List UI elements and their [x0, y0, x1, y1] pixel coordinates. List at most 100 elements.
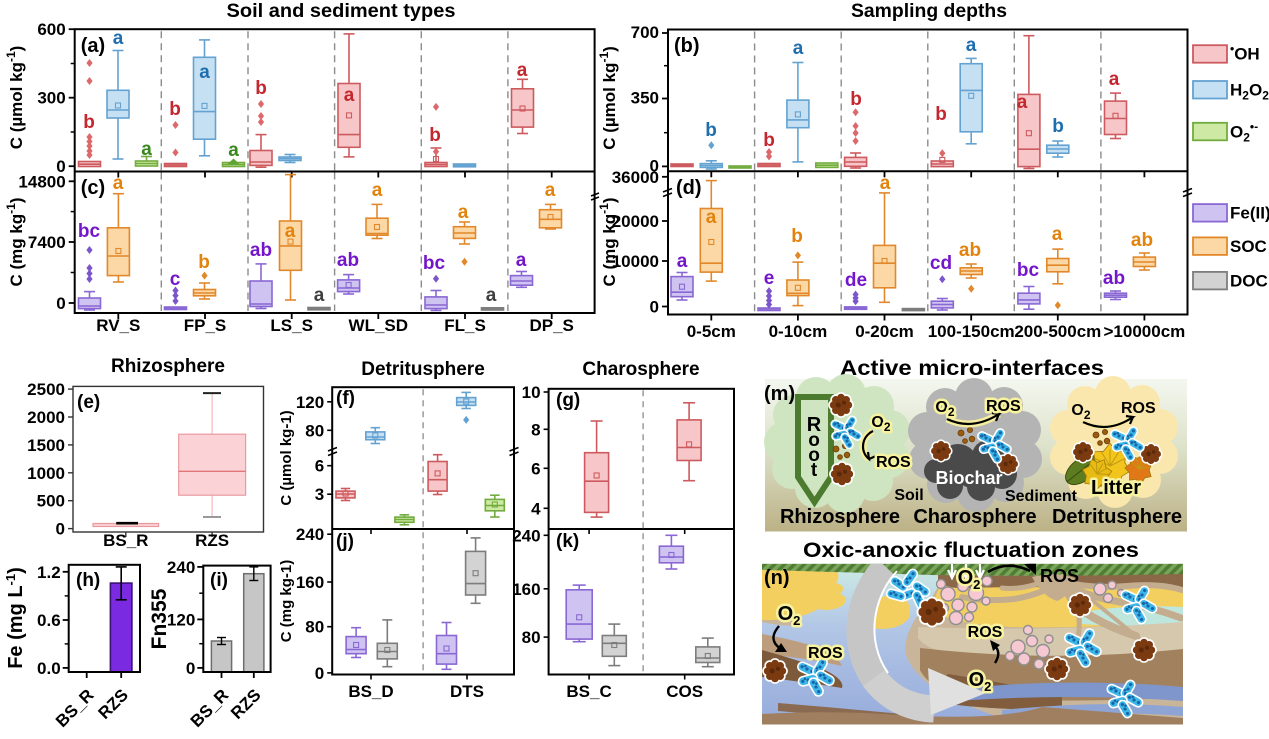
svg-text:a: a: [1109, 69, 1120, 90]
svg-text:240: 240: [512, 526, 540, 545]
svg-text:0-10cm: 0-10cm: [769, 322, 828, 341]
svg-text:10: 10: [522, 383, 541, 402]
svg-text:ROS: ROS: [876, 454, 911, 471]
svg-text:DTS: DTS: [450, 682, 484, 701]
svg-text:8: 8: [531, 420, 540, 439]
svg-text:Charosphere: Charosphere: [913, 506, 1036, 528]
svg-text:2500: 2500: [27, 380, 65, 399]
svg-text:0: 0: [186, 659, 195, 678]
svg-text:WL_SD: WL_SD: [349, 316, 409, 335]
svg-text:14800: 14800: [18, 172, 65, 191]
svg-text:b: b: [791, 226, 803, 247]
svg-text:a: a: [1052, 224, 1063, 245]
svg-text:de: de: [845, 270, 867, 291]
svg-text:b: b: [198, 252, 210, 273]
svg-text:Fn355: Fn355: [148, 588, 171, 649]
svg-text:(f): (f): [336, 388, 355, 409]
svg-text:Fe(II): Fe(II): [1230, 204, 1269, 223]
svg-text:bc: bc: [1017, 260, 1040, 281]
svg-text:R: R: [807, 414, 822, 436]
svg-text:700: 700: [631, 23, 659, 42]
svg-text:RZS: RZS: [195, 531, 229, 550]
svg-text:ROS: ROS: [968, 624, 1003, 641]
svg-text:c: c: [170, 269, 181, 290]
svg-text:b: b: [169, 99, 181, 120]
svg-text:b: b: [935, 104, 947, 125]
svg-text:(j): (j): [336, 531, 354, 552]
svg-text:Soil and sediment types: Soil and sediment types: [227, 1, 456, 22]
svg-text:Detritusphere: Detritusphere: [361, 359, 485, 380]
svg-text:e: e: [764, 268, 775, 289]
svg-text:10000: 10000: [612, 252, 659, 271]
svg-text:300: 300: [37, 89, 65, 108]
svg-text:a: a: [113, 173, 124, 194]
svg-text:Sampling depths: Sampling depths: [851, 1, 1007, 22]
svg-text:o: o: [808, 430, 820, 451]
svg-text:600: 600: [37, 20, 65, 39]
svg-text:a: a: [545, 180, 556, 201]
svg-text:ROS: ROS: [808, 645, 843, 662]
svg-text:t: t: [811, 460, 818, 481]
svg-text:BS_D: BS_D: [348, 682, 393, 701]
svg-text:SOC: SOC: [1230, 237, 1267, 256]
svg-text:COS: COS: [666, 682, 703, 701]
svg-text:(d): (d): [676, 177, 702, 199]
svg-text:•OH: •OH: [1230, 42, 1260, 64]
svg-text:(g): (g): [556, 390, 580, 411]
svg-text:(n): (n): [764, 567, 790, 589]
svg-text:Litter: Litter: [1091, 477, 1141, 499]
svg-text:0: 0: [315, 664, 324, 683]
svg-text:a: a: [228, 140, 239, 161]
svg-text:a: a: [285, 221, 296, 242]
svg-text:0-20cm: 0-20cm: [855, 322, 914, 341]
svg-text:160: 160: [512, 580, 540, 599]
svg-text:BS_C: BS_C: [566, 682, 611, 701]
svg-text:ab: ab: [959, 240, 981, 261]
svg-text:(k): (k): [556, 531, 579, 552]
svg-text:a: a: [880, 173, 891, 194]
svg-text:a: a: [706, 207, 717, 228]
svg-text:350: 350: [631, 89, 659, 108]
svg-text:(h): (h): [76, 570, 100, 591]
svg-text:Sediment: Sediment: [1005, 488, 1078, 505]
svg-text:RV_S: RV_S: [96, 316, 140, 335]
svg-text:Rhizosphere: Rhizosphere: [111, 356, 225, 377]
svg-text:80: 80: [522, 628, 541, 647]
svg-text:b: b: [429, 125, 441, 146]
svg-text:a: a: [458, 202, 469, 223]
svg-text:C (µmol kg-1): C (µmol kg-1): [278, 410, 295, 505]
svg-text:7400: 7400: [28, 233, 66, 252]
svg-text:a: a: [486, 285, 497, 306]
svg-text:C (µmol kg-1): C (µmol kg-1): [597, 46, 619, 150]
svg-text:cd: cd: [930, 253, 952, 274]
svg-text:>10000cm: >10000cm: [1104, 322, 1186, 341]
svg-text:Active micro-interfaces: Active micro-interfaces: [840, 357, 1104, 380]
svg-text:0: 0: [56, 157, 65, 176]
svg-text:bc: bc: [78, 221, 101, 242]
svg-text:C (mg kg-1): C (mg kg-1): [4, 197, 26, 286]
svg-text:120: 120: [167, 610, 195, 629]
svg-text:200-500cm: 200-500cm: [1014, 322, 1101, 341]
svg-text:120: 120: [296, 393, 324, 412]
svg-text:20000: 20000: [612, 212, 659, 231]
svg-text:a: a: [1017, 92, 1028, 113]
svg-text:80: 80: [305, 618, 324, 637]
svg-text:Oxic-anoxic fluctuation zones: Oxic-anoxic fluctuation zones: [803, 539, 1139, 562]
svg-text:C (mg kg-1): C (mg kg-1): [597, 197, 619, 286]
svg-text:6: 6: [531, 459, 540, 478]
svg-text:FL_S: FL_S: [444, 316, 486, 335]
svg-text:DP_S: DP_S: [529, 316, 573, 335]
svg-text:LS_S: LS_S: [270, 316, 313, 335]
svg-text:a: a: [372, 180, 383, 201]
svg-text:Rhizosphere: Rhizosphere: [780, 506, 900, 528]
svg-text:0-5cm: 0-5cm: [687, 322, 736, 341]
svg-text:ROS: ROS: [1040, 566, 1079, 586]
svg-text:b: b: [1052, 116, 1064, 137]
svg-text:ab: ab: [337, 250, 359, 271]
svg-text:a: a: [793, 38, 804, 59]
svg-text:b: b: [83, 112, 95, 133]
svg-text:0.0: 0.0: [37, 659, 61, 678]
svg-text:(b): (b): [674, 35, 700, 57]
svg-text:1000: 1000: [27, 464, 65, 483]
svg-text:2000: 2000: [27, 408, 65, 427]
